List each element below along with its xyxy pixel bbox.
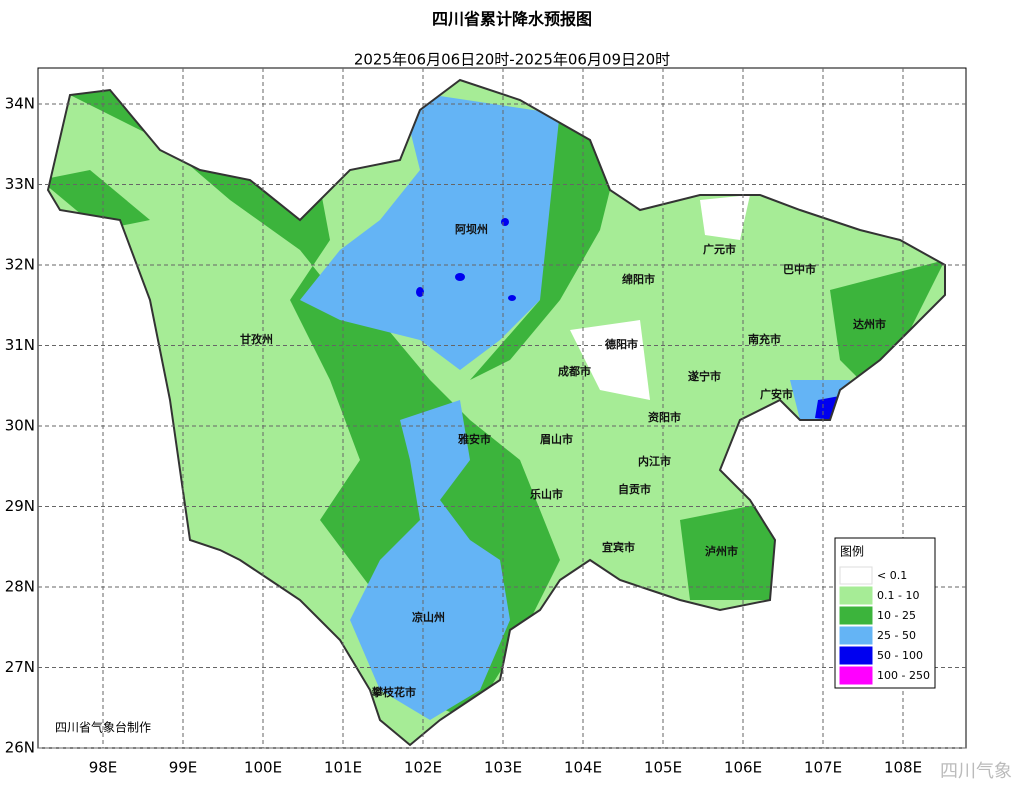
legend-label: 100 - 250 [877, 669, 930, 682]
x-tick-label: 106E [724, 759, 762, 777]
region-label: 巴中市 [783, 262, 816, 276]
legend-swatch [839, 646, 873, 665]
y-tick-label: 29N [5, 497, 35, 515]
region-label: 眉山市 [540, 432, 573, 446]
region-label: 南充市 [748, 332, 781, 346]
region-label: 遂宁市 [688, 369, 721, 383]
x-tick-label: 101E [324, 759, 362, 777]
region-label: 成都市 [558, 364, 591, 378]
legend-label: 10 - 25 [877, 609, 916, 622]
x-tick-label: 104E [564, 759, 602, 777]
y-tick-label: 27N [5, 658, 35, 676]
x-tick-label: 108E [884, 759, 922, 777]
legend-label: 25 - 50 [877, 629, 916, 642]
region-label: 凉山州 [412, 610, 445, 624]
region-label: 德阳市 [604, 337, 638, 351]
watermark: 四川气象 [940, 761, 1012, 782]
y-tick-label: 31N [5, 336, 35, 354]
region-label: 乐山市 [530, 487, 563, 501]
region-label: 广安市 [760, 387, 793, 401]
y-tick-label: 26N [5, 739, 35, 757]
region-label: 雅安市 [458, 432, 491, 446]
x-tick-label: 105E [644, 759, 682, 777]
subtitle: 2025年06月06日20时-2025年06月09日20时 [354, 51, 670, 69]
x-tick-label: 100E [244, 759, 282, 777]
y-tick-label: 34N [5, 95, 35, 113]
legend-label: < 0.1 [877, 569, 907, 582]
legend-swatch [839, 586, 873, 605]
legend-swatch [839, 626, 873, 645]
region-label: 自贡市 [618, 482, 651, 496]
legend-swatch [839, 666, 873, 685]
credit: 四川省气象台制作 [55, 720, 151, 735]
x-tick-label: 99E [169, 759, 198, 777]
x-tick-label: 98E [89, 759, 118, 777]
x-tick-label: 107E [804, 759, 842, 777]
title: 四川省累计降水预报图 [432, 10, 592, 29]
legend: 图例 < 0.1 0.1 - 10 10 - 25 25 - 50 50 - 100 10… [834, 537, 936, 689]
y-tick-label: 32N [5, 256, 35, 274]
region-label: 甘孜州 [240, 332, 273, 346]
legend-label: 50 - 100 [877, 649, 923, 662]
region-label: 攀枝花市 [371, 685, 416, 699]
region-label: 资阳市 [648, 410, 681, 424]
region-label: 宜宾市 [602, 540, 635, 554]
grid [38, 68, 966, 749]
legend-swatch [839, 606, 873, 625]
y-tick-label: 28N [5, 578, 35, 596]
legend-swatch [839, 566, 873, 585]
region-label: 阿坝州 [455, 222, 488, 236]
region-label: 广元市 [703, 242, 736, 256]
y-tick-label: 30N [5, 417, 35, 435]
region-labels: 阿坝州 甘孜州 凉山州 攀枝花市 雅安市 成都市 德阳市 绵阳市 广元市 巴中市… [240, 222, 886, 699]
region-label: 内江市 [638, 454, 671, 468]
region-label: 达州市 [853, 317, 886, 331]
legend-label: 0.1 - 10 [877, 589, 919, 602]
region-label: 泸州市 [705, 544, 738, 558]
x-tick-label: 102E [404, 759, 442, 777]
legend-title: 图例 [840, 545, 864, 559]
x-tick-label: 103E [484, 759, 522, 777]
region-label: 绵阳市 [622, 272, 655, 286]
y-tick-label: 33N [5, 175, 35, 193]
